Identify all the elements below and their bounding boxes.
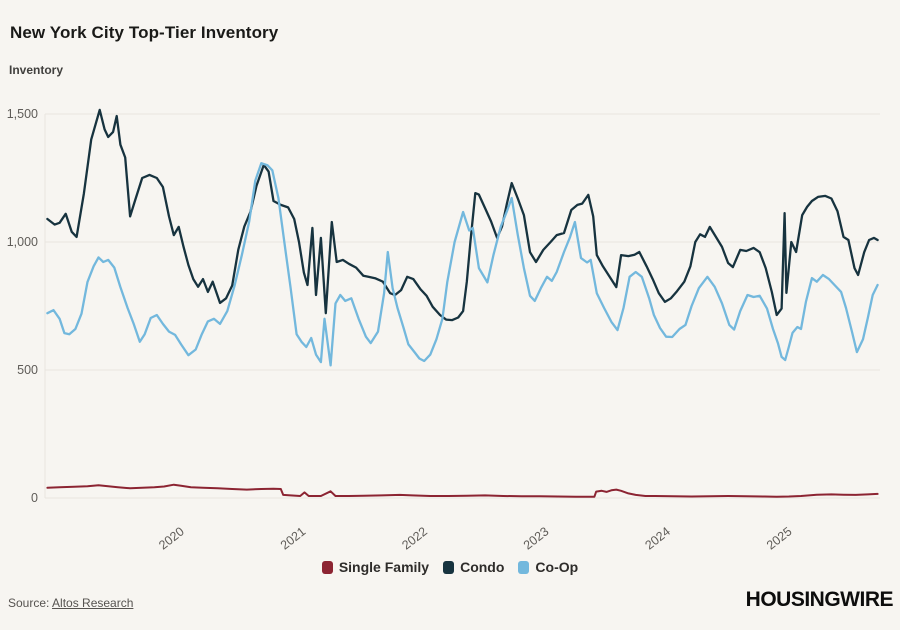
source-label: Source: (8, 596, 53, 610)
x-tick-label-2025: 2025 (764, 524, 795, 552)
series-line-single-family (46, 483, 879, 498)
legend-label: Condo (460, 559, 505, 575)
legend-item-condo: Condo (443, 559, 504, 575)
line-chart: 0 500 1,000 1,500 2020 2021 2022 2023 2024 2025 (7, 107, 880, 552)
page-title: New York City Top-Tier Inventory (10, 23, 279, 43)
legend-label: Single Family (338, 559, 430, 575)
x-tick-label-2021: 2021 (278, 524, 309, 552)
y-tick-label-500: 500 (17, 363, 38, 377)
y-tick-label-1500: 1,500 (7, 107, 38, 121)
legend-swatch-icon (443, 560, 455, 574)
x-tick-label-2020: 2020 (156, 524, 187, 552)
chart-legend: Single Family Condo Co-Op (0, 555, 900, 579)
y-tick-label-0: 0 (31, 491, 38, 505)
x-tick-label-2024: 2024 (642, 524, 673, 552)
source-link[interactable]: Altos Research (52, 596, 134, 610)
legend-item-co-op: Co-Op (518, 559, 578, 575)
legend-swatch-icon (518, 560, 530, 574)
x-tick-label-2023: 2023 (521, 524, 552, 552)
y-tick-label-1000: 1,000 (7, 235, 38, 249)
legend-swatch-icon (321, 560, 333, 574)
x-tick-label-2022: 2022 (399, 524, 430, 552)
legend-item-single-family: Single Family (321, 559, 430, 575)
source-note: Source: Altos Research (8, 596, 133, 610)
housingwire-logo: HOUSINGWIRE (745, 588, 894, 611)
series-line-condo (46, 108, 879, 322)
y-axis-title: Inventory (9, 63, 64, 77)
series-line-co-op (46, 162, 879, 367)
legend-label: Co-Op (535, 559, 579, 575)
